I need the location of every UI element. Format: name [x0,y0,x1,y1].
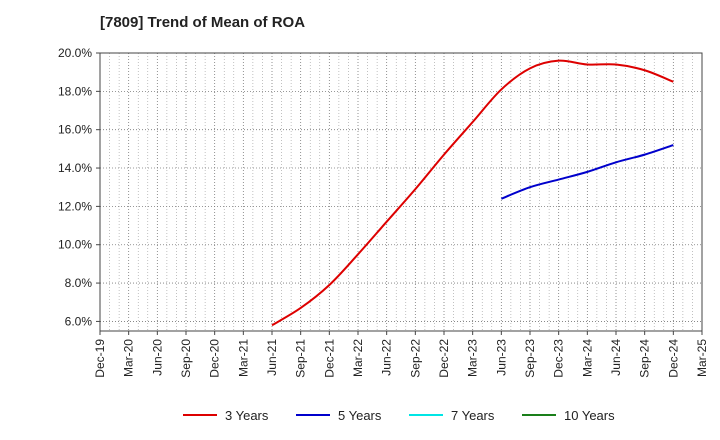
legend-swatch [183,414,217,416]
legend: 3 Years 5 Years 7 Years 10 Years [0,404,720,426]
x-tick-label: Dec-19 [93,339,107,378]
legend-label: 7 Years [451,407,495,423]
legend-label: 10 Years [564,407,615,423]
legend-swatch [522,414,556,416]
x-tick-label: Jun-20 [150,339,164,376]
x-tick-label: Jun-22 [380,339,394,376]
y-tick-label: 12.0% [58,199,92,213]
x-tick-label: Mar-22 [351,339,365,377]
chart-title: [7809] Trend of Mean of ROA [100,14,306,31]
x-tick-label: Sep-24 [638,339,652,378]
legend-item: 3 Years [183,404,268,426]
legend-item: 7 Years [409,404,494,426]
plot-border [99,52,703,332]
legend-item: 10 Years [522,404,615,426]
y-tick-label: 14.0% [58,161,92,175]
x-tick-label: Dec-22 [437,339,451,378]
x-tick-label: Dec-24 [666,339,680,378]
x-tick-label: Sep-23 [523,339,537,378]
x-tick-label: Jun-23 [494,339,508,376]
legend-swatch [409,414,443,416]
legend-swatch [296,414,330,416]
legend-item: 5 Years [296,404,381,426]
x-tick-label: Dec-23 [552,339,566,378]
y-tick-label: 16.0% [58,123,92,137]
x-tick-label: Mar-21 [236,339,250,377]
x-tick-label: Sep-20 [179,339,193,378]
x-tick-label: Jun-24 [609,339,623,376]
y-tick-label: 6.0% [65,314,93,328]
x-tick-label: Mar-20 [122,339,136,377]
y-tick-label: 18.0% [58,84,92,98]
series-line-3-years [271,59,674,327]
series-line-5-years [500,144,674,200]
x-tick-label: Mar-25 [695,339,709,377]
legend-label: 3 Years [225,407,269,423]
y-tick-label: 20.0% [58,46,92,60]
x-tick-label: Sep-22 [408,339,422,378]
x-tick-label: Mar-24 [580,339,594,377]
x-tick-label: Dec-20 [208,339,222,378]
x-tick-label: Dec-21 [322,339,336,378]
x-tick-label: Mar-23 [466,339,480,377]
x-tick-label: Sep-21 [294,339,308,378]
y-tick-label: 10.0% [58,238,92,252]
x-tick-label: Jun-21 [265,339,279,376]
legend-label: 5 Years [338,407,382,423]
y-tick-label: 8.0% [65,276,93,290]
